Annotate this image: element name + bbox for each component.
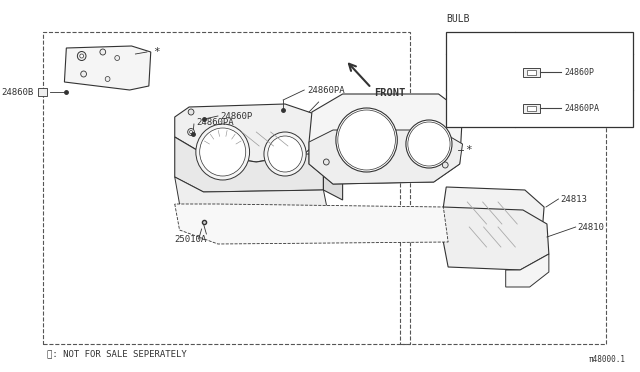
Polygon shape	[175, 137, 323, 192]
Circle shape	[188, 109, 194, 115]
Text: PART CODE: PART CODE	[550, 38, 598, 48]
Polygon shape	[323, 117, 342, 200]
Circle shape	[264, 132, 306, 176]
Text: SPEC: SPEC	[470, 38, 492, 48]
Bar	[122, 57, 134, 65]
Text: 24813: 24813	[561, 195, 588, 203]
Text: FRONT: FRONT	[374, 88, 406, 98]
Text: 24860P: 24860P	[564, 67, 594, 77]
Circle shape	[81, 71, 86, 77]
Circle shape	[77, 51, 86, 61]
Circle shape	[188, 128, 195, 135]
Circle shape	[200, 128, 246, 176]
Text: 24860PA: 24860PA	[197, 118, 234, 126]
Text: 24810: 24810	[578, 222, 605, 231]
Bar	[38, 88, 47, 96]
Text: 24860P: 24860P	[221, 112, 253, 121]
Polygon shape	[309, 94, 463, 184]
Text: *: *	[153, 47, 160, 57]
Bar	[527, 106, 536, 110]
Circle shape	[408, 122, 450, 166]
Text: 14V-1.4W: 14V-1.4W	[460, 67, 502, 77]
Bar	[446, 32, 634, 127]
Circle shape	[196, 124, 250, 180]
Circle shape	[115, 55, 120, 61]
Text: 24860PA: 24860PA	[564, 103, 599, 112]
Circle shape	[189, 131, 193, 134]
Bar	[523, 67, 540, 77]
Text: π48000.1: π48000.1	[589, 355, 626, 364]
Polygon shape	[506, 254, 549, 287]
Polygon shape	[309, 130, 463, 184]
Bar	[44, 32, 410, 344]
Text: 14V-3.4W: 14V-3.4W	[460, 103, 502, 112]
Polygon shape	[175, 177, 328, 217]
Polygon shape	[65, 46, 151, 90]
Circle shape	[336, 108, 397, 172]
Text: 24860B: 24860B	[1, 87, 34, 96]
Circle shape	[100, 49, 106, 55]
Polygon shape	[175, 204, 448, 244]
Circle shape	[406, 120, 452, 168]
Circle shape	[80, 54, 84, 58]
Circle shape	[105, 77, 110, 81]
Polygon shape	[438, 187, 544, 244]
Text: ※: NOT FOR SALE SEPERATELY: ※: NOT FOR SALE SEPERATELY	[47, 350, 187, 359]
Text: 24860PA: 24860PA	[307, 86, 345, 94]
Polygon shape	[438, 207, 549, 270]
Polygon shape	[175, 104, 323, 162]
Text: 25010A: 25010A	[175, 234, 207, 244]
Circle shape	[323, 159, 329, 165]
Bar	[400, 122, 607, 344]
Circle shape	[442, 162, 448, 168]
Bar	[527, 70, 536, 74]
Circle shape	[338, 110, 396, 170]
Text: BULB: BULB	[446, 14, 470, 24]
Text: *: *	[465, 145, 472, 155]
Circle shape	[268, 136, 302, 172]
Bar	[523, 103, 540, 112]
